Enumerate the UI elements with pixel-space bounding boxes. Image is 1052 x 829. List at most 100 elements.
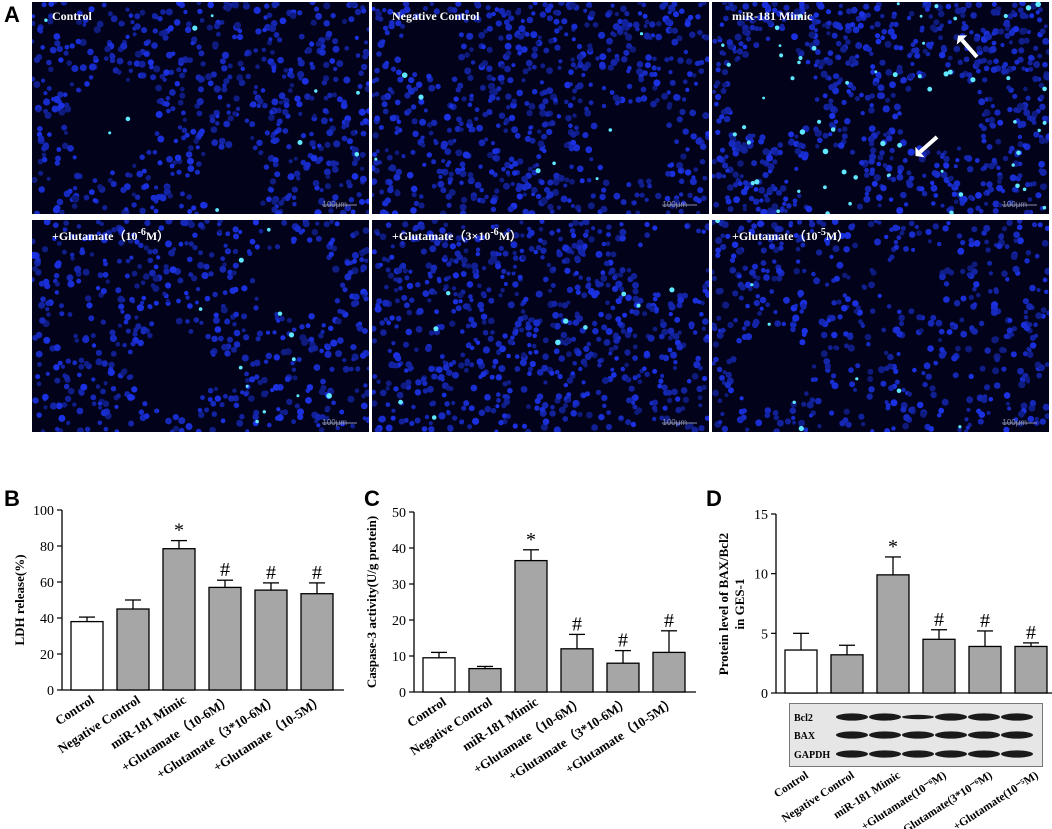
nucleus-dot xyxy=(184,132,190,138)
nucleus-dot xyxy=(530,31,538,39)
nucleus-dot xyxy=(224,350,231,357)
nucleus-dot xyxy=(776,419,784,427)
nucleus-dot xyxy=(677,168,683,174)
nucleus-dot xyxy=(361,328,368,334)
nucleus-dot xyxy=(309,2,316,6)
nucleus-dot xyxy=(874,21,881,28)
nucleus-dot xyxy=(837,314,843,320)
nucleus-dot xyxy=(372,192,375,198)
nucleus-dot xyxy=(870,64,876,70)
nucleus-dot xyxy=(1004,26,1010,32)
nucleus-dot xyxy=(227,336,233,343)
nucleus-dot xyxy=(136,304,144,312)
nucleus-dot xyxy=(387,348,392,353)
nucleus-dot xyxy=(234,21,242,29)
nucleus-dot xyxy=(58,102,65,109)
nucleus-dot xyxy=(178,241,184,247)
nucleus-dot xyxy=(53,95,61,104)
nucleus-dot xyxy=(140,326,148,333)
nucleus-dot xyxy=(903,202,909,207)
nucleus-dot xyxy=(1042,403,1049,411)
nucleus-dot xyxy=(428,84,436,92)
nucleus-dot xyxy=(141,295,147,301)
nucleus-dot xyxy=(732,182,739,188)
nucleus-dot xyxy=(200,61,206,67)
nucleus-dot xyxy=(188,329,194,334)
nucleus-dot xyxy=(495,20,502,27)
nucleus-dot xyxy=(244,371,250,377)
nucleus-dot xyxy=(719,147,726,153)
nucleus-dot xyxy=(1042,115,1048,122)
nucleus-dot xyxy=(53,33,61,40)
nucleus-dot xyxy=(837,10,843,16)
nucleus-dot xyxy=(633,309,640,316)
nucleus-dot xyxy=(135,323,142,330)
nucleus-dot xyxy=(689,178,697,186)
nucleus-dot xyxy=(496,392,501,397)
nucleus-dot xyxy=(852,242,858,249)
nucleus-dot xyxy=(478,409,486,416)
nucleus-dot xyxy=(380,329,387,336)
nucleus-dot xyxy=(869,24,875,30)
nucleus-dot xyxy=(682,128,689,135)
chart-b-ldh-release: 0 20 40 60 80 100 LDH release(%) Control Negativ… xyxy=(0,470,352,829)
nucleus-dot xyxy=(466,32,474,40)
nucleus-dot xyxy=(679,108,686,116)
nucleus-dot xyxy=(72,195,80,203)
nucleus-dot xyxy=(348,197,355,203)
nucleus-dot xyxy=(692,330,698,335)
nucleus-dot xyxy=(960,268,966,275)
nucleus-dot xyxy=(34,210,40,214)
nucleus-dot xyxy=(505,9,512,16)
nucleus-dot xyxy=(1006,327,1013,334)
nucleus-dot xyxy=(905,85,912,92)
nucleus-dot xyxy=(947,182,952,187)
nucleus-dot xyxy=(521,78,526,83)
nucleus-dot xyxy=(574,270,579,276)
nucleus-dot xyxy=(437,278,442,284)
nucleus-dot xyxy=(372,93,376,98)
apoptotic-nucleus-dot xyxy=(595,177,599,181)
nucleus-dot xyxy=(1025,182,1031,188)
nucleus-dot xyxy=(132,331,138,337)
nucleus-dot xyxy=(194,211,199,214)
nucleus-dot xyxy=(912,367,917,373)
nucleus-dot xyxy=(415,282,421,288)
nucleus-dot xyxy=(311,229,318,236)
nucleus-dot xyxy=(390,244,395,249)
nucleus-dot xyxy=(841,133,848,140)
nucleus-dot xyxy=(630,273,638,280)
nucleus-dot xyxy=(777,142,783,148)
nucleus-dot xyxy=(531,343,537,349)
nucleus-dot xyxy=(719,375,725,381)
nucleus-dot xyxy=(333,66,338,72)
nucleus-dot xyxy=(210,126,218,133)
apoptotic-nucleus-dot xyxy=(958,192,964,197)
y-tick-label: 40 xyxy=(392,542,406,557)
nucleus-dot xyxy=(568,123,573,129)
nucleus-dot xyxy=(831,32,838,39)
nucleus-dot xyxy=(1021,66,1026,71)
nucleus-dot xyxy=(1004,244,1010,250)
nucleus-dot xyxy=(220,256,226,262)
nucleus-dot xyxy=(671,2,678,8)
nucleus-dot xyxy=(344,45,350,51)
nucleus-dot xyxy=(813,75,818,80)
nucleus-dot xyxy=(67,280,75,288)
nucleus-dot xyxy=(644,62,651,69)
nucleus-dot xyxy=(748,228,756,236)
nucleus-dot xyxy=(428,330,435,336)
nucleus-dot xyxy=(889,147,895,154)
nucleus-dot xyxy=(395,20,402,27)
nucleus-dot xyxy=(54,426,60,432)
nucleus-dot xyxy=(827,50,834,56)
nucleus-dot xyxy=(745,427,750,432)
nucleus-dot xyxy=(740,188,748,196)
nucleus-dot xyxy=(803,427,809,432)
nucleus-dot xyxy=(299,324,305,330)
nucleus-dot xyxy=(1024,258,1030,264)
nucleus-dot xyxy=(792,420,797,425)
nucleus-dot xyxy=(478,31,486,39)
nucleus-dot xyxy=(632,333,638,339)
nucleus-dot xyxy=(688,321,695,328)
